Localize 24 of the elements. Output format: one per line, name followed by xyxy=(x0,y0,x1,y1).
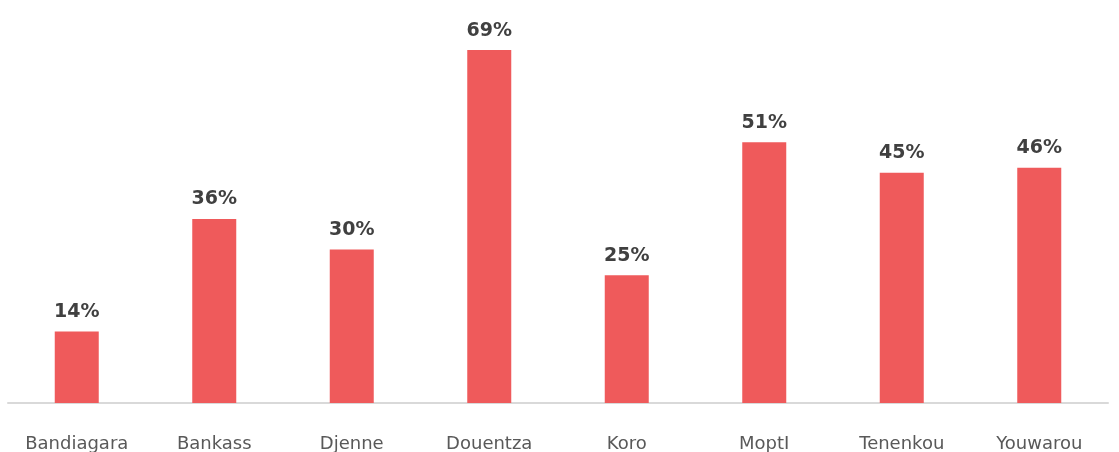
bar xyxy=(1017,167,1062,403)
bar xyxy=(742,142,787,403)
bar xyxy=(54,331,99,403)
data-label: 30% xyxy=(329,217,375,240)
bar xyxy=(879,172,924,403)
data-label: 36% xyxy=(191,186,237,209)
x-tick-label: Bandiagara xyxy=(25,431,129,452)
x-tick-label: MoptI xyxy=(739,431,790,452)
data-label: 51% xyxy=(741,109,787,132)
x-tick-label: Koro xyxy=(606,431,647,452)
data-label: 46% xyxy=(1016,135,1062,158)
bar xyxy=(467,50,512,403)
x-tick-label: Douentza xyxy=(446,431,533,452)
x-tick-label: Tenenkou xyxy=(858,431,945,452)
x-tick-label: Bankass xyxy=(176,431,252,452)
data-label: 45% xyxy=(879,140,925,163)
data-label: 25% xyxy=(604,242,650,265)
data-label: 14% xyxy=(54,298,100,321)
x-tick-label: Djenne xyxy=(319,431,384,452)
data-label: 69% xyxy=(466,17,512,40)
x-tick-label: Youwarou xyxy=(995,431,1083,452)
bar xyxy=(329,249,374,403)
bar xyxy=(192,218,237,403)
bar xyxy=(604,275,649,403)
